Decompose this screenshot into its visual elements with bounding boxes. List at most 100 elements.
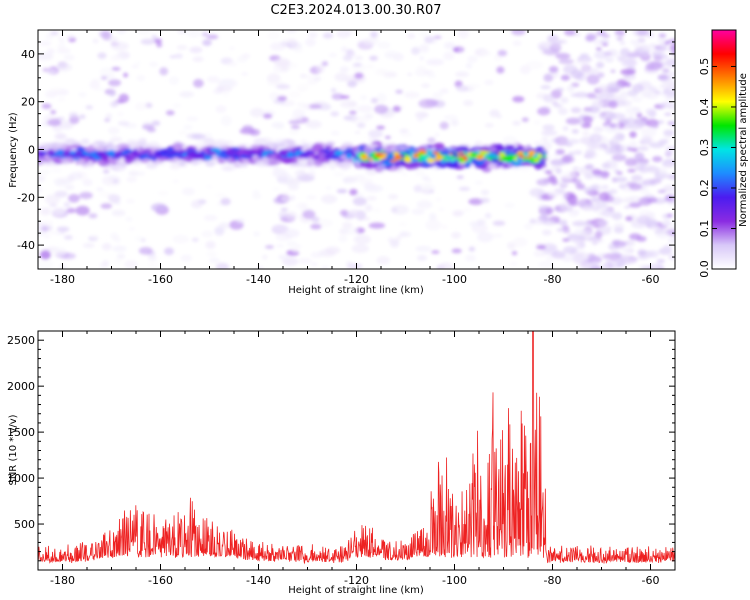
spectral-blob xyxy=(356,122,366,129)
spectral-blob xyxy=(666,213,673,218)
spectral-blob xyxy=(346,162,354,166)
spectral-blob xyxy=(572,166,580,170)
spectral-blob xyxy=(151,34,157,41)
spectral-blob xyxy=(433,142,445,150)
spectral-blob xyxy=(419,44,430,53)
spectral-blob xyxy=(290,62,299,69)
spectral-blob xyxy=(557,40,562,45)
spectral-blob xyxy=(311,262,318,266)
spectral-blob xyxy=(124,259,138,269)
spectral-blob xyxy=(568,210,578,218)
spectral-blob xyxy=(634,44,644,49)
spectral-blob xyxy=(516,150,524,155)
spectral-blob xyxy=(40,168,52,174)
spectral-blob xyxy=(490,146,497,150)
spectral-blob xyxy=(446,115,458,121)
spectral-blob xyxy=(220,197,231,206)
spectral-blob xyxy=(599,39,610,44)
spectral-blob xyxy=(464,254,477,262)
y-tick-label: -20 xyxy=(17,191,35,204)
spectral-blob xyxy=(570,69,584,79)
spectral-blob xyxy=(215,262,229,269)
spectral-blob xyxy=(249,149,256,154)
spectral-blob xyxy=(563,170,577,179)
spectral-blob xyxy=(136,75,146,82)
spectral-blob xyxy=(286,241,298,248)
spectral-blob xyxy=(619,41,626,45)
spectral-blob xyxy=(610,69,616,73)
spectral-blob xyxy=(203,214,218,221)
spectral-blob xyxy=(368,129,383,138)
spectral-blob xyxy=(648,250,660,258)
spectral-blob xyxy=(420,155,430,161)
spectral-blob xyxy=(172,179,179,183)
spectral-blob xyxy=(342,54,353,62)
spectral-blob xyxy=(310,223,322,230)
spectral-blob xyxy=(109,101,119,108)
spectral-blob xyxy=(614,132,625,140)
spectral-blob xyxy=(553,104,563,108)
spectral-blob xyxy=(542,219,557,226)
spectral-blob xyxy=(99,67,114,77)
spectral-blob xyxy=(446,159,461,169)
spectral-blob xyxy=(601,207,615,218)
spectral-blob xyxy=(432,39,438,44)
spectral-blob xyxy=(209,258,220,263)
spectral-blob xyxy=(325,246,341,255)
spectral-blob xyxy=(307,153,317,158)
spectral-blob xyxy=(311,216,320,223)
spectral-blob xyxy=(664,112,672,116)
spectral-blob xyxy=(157,190,169,197)
spectral-blob xyxy=(105,113,113,119)
spectral-blob xyxy=(480,50,493,57)
spectral-blob xyxy=(333,172,345,177)
spectral-blob xyxy=(136,151,145,156)
spectral-blob xyxy=(342,221,353,229)
spectral-blob xyxy=(480,189,490,195)
spectral-blob xyxy=(637,146,649,151)
spectral-blob xyxy=(491,233,504,238)
spectral-blob xyxy=(608,100,618,109)
spectral-blob xyxy=(308,170,316,178)
spectral-blob xyxy=(359,160,373,169)
spectral-blob xyxy=(596,61,605,69)
spectral-blob xyxy=(206,151,217,156)
spectral-blob xyxy=(87,156,94,160)
spectral-blob xyxy=(140,154,149,159)
spectral-blob xyxy=(663,129,675,137)
spectral-blob xyxy=(38,259,54,269)
spectral-blob xyxy=(543,73,554,83)
snr-x-label: Height of straight line (km) xyxy=(288,585,424,596)
spectral-blob xyxy=(511,30,526,36)
spectral-blob xyxy=(590,261,599,266)
spectral-blob xyxy=(490,158,500,164)
spectral-blob xyxy=(393,155,402,160)
spectral-blob xyxy=(415,245,432,252)
spectral-blob xyxy=(111,67,121,71)
spectral-blob xyxy=(631,96,643,103)
spectral-blob xyxy=(292,144,301,147)
spectral-blob xyxy=(656,259,665,264)
spectral-blob xyxy=(97,52,107,59)
spectral-blob xyxy=(649,224,661,231)
spectral-blob xyxy=(40,151,47,155)
spectral-blob xyxy=(625,106,642,116)
spectral-blob xyxy=(298,154,306,158)
spectral-blob xyxy=(586,152,598,159)
spectral-blob xyxy=(578,121,585,125)
spectral-blob xyxy=(399,231,407,237)
spectral-blob xyxy=(206,251,218,258)
spectral-blob xyxy=(594,50,609,60)
spectral-blob xyxy=(69,150,77,155)
spectral-blob xyxy=(394,162,400,167)
spectral-blob xyxy=(191,200,203,209)
spectral-blob xyxy=(38,52,54,61)
spectral-blob xyxy=(574,91,588,98)
y-tick-label: -40 xyxy=(17,239,35,252)
spectral-blob xyxy=(330,130,340,136)
spectral-blob xyxy=(308,32,318,38)
spectral-blob xyxy=(123,154,132,159)
spectral-blob xyxy=(527,150,536,155)
spectral-blob xyxy=(453,47,459,52)
spectral-blob xyxy=(512,96,525,103)
